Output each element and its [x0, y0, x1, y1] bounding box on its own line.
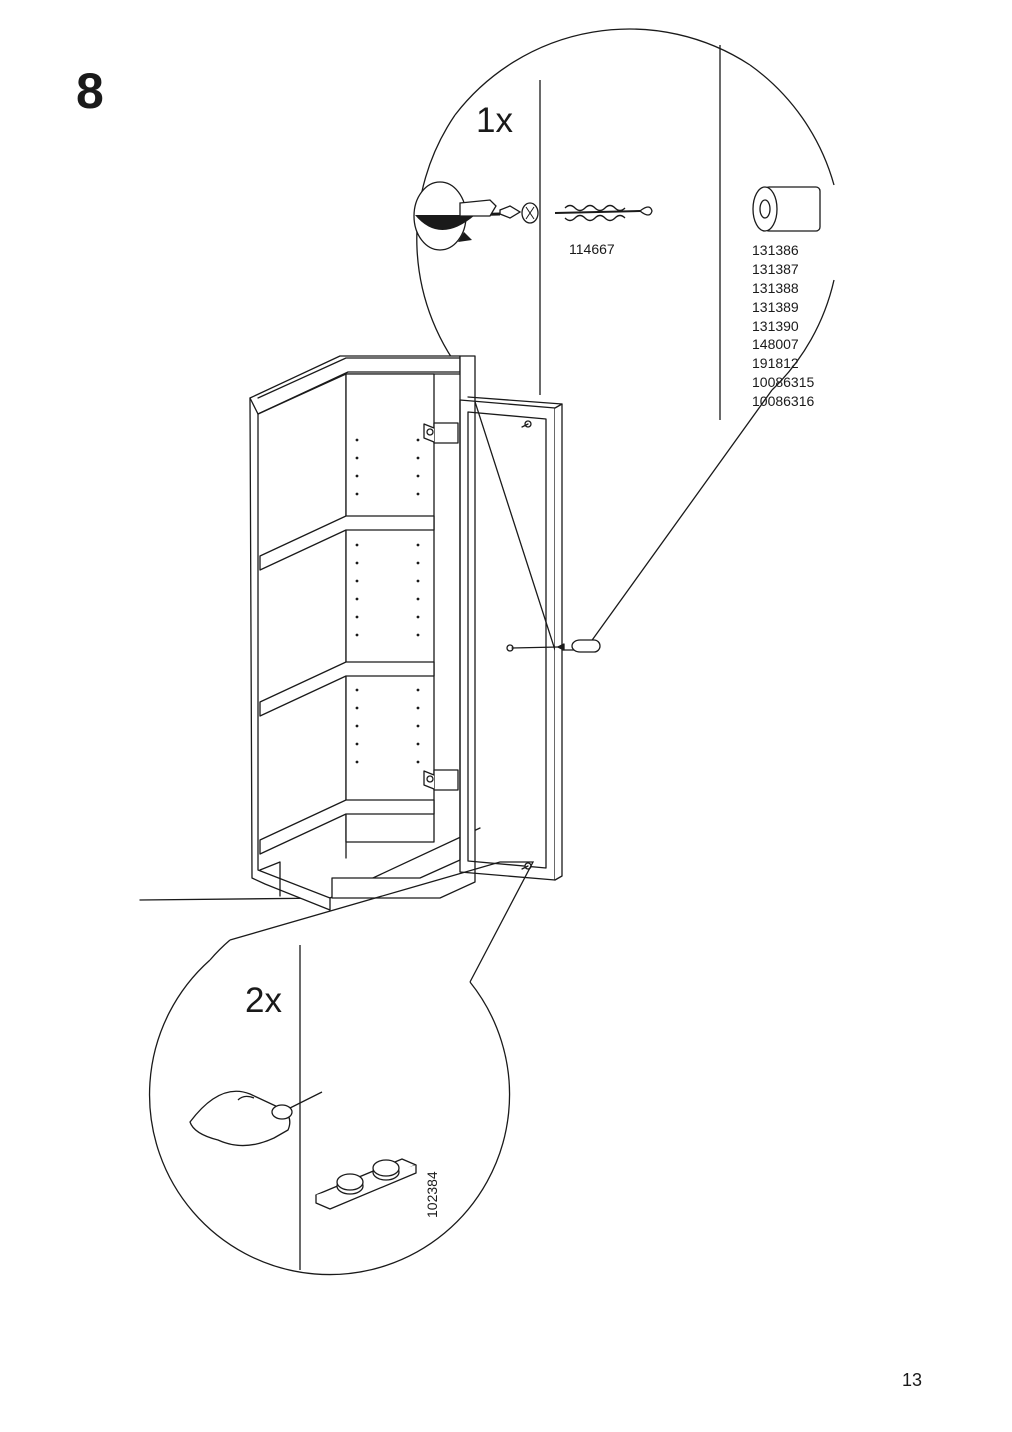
part-item: 131387: [752, 260, 814, 279]
part-item: 131389: [752, 298, 814, 317]
part-item: 191812: [752, 354, 814, 373]
part-item: 10086315: [752, 373, 814, 392]
part-list-right: 131386 131387 131388 131389 131390 14800…: [752, 241, 814, 411]
part-item: 131390: [752, 317, 814, 336]
part-102384: 102384: [424, 1171, 440, 1218]
qty-bottom: 2x: [245, 981, 282, 1021]
part-item: 131388: [752, 279, 814, 298]
part-114667: 114667: [569, 241, 615, 257]
part-item: 148007: [752, 335, 814, 354]
part-item: 131386: [752, 241, 814, 260]
step-number: 8: [76, 62, 104, 120]
qty-top: 1x: [476, 101, 513, 141]
page-number: 13: [902, 1370, 922, 1391]
part-item: 10086316: [752, 392, 814, 411]
